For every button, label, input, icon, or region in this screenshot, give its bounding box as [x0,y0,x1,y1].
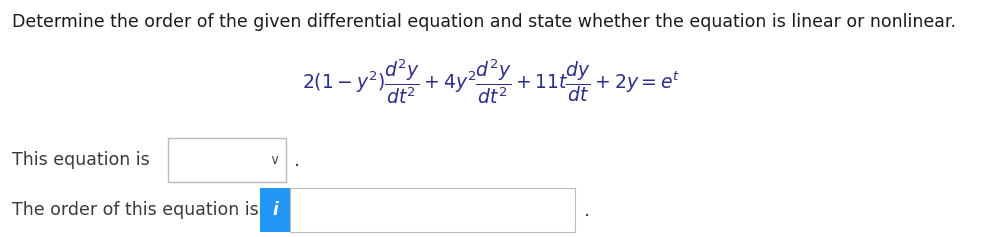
Text: .: . [294,150,300,169]
FancyBboxPatch shape [290,188,575,232]
FancyBboxPatch shape [260,188,290,232]
Text: The order of this equation is: The order of this equation is [12,201,259,219]
FancyBboxPatch shape [168,138,286,182]
Text: Determine the order of the given differential equation and state whether the equ: Determine the order of the given differe… [12,13,956,31]
Text: This equation is: This equation is [12,151,149,169]
Text: $2(1 - y^2)\dfrac{d^2y}{dt^2} + 4y^2\dfrac{d^2y}{dt^2} + 11t\dfrac{dy}{dt} + 2y : $2(1 - y^2)\dfrac{d^2y}{dt^2} + 4y^2\dfr… [303,58,680,106]
Text: ∨: ∨ [269,153,279,167]
Text: .: . [584,201,590,219]
Text: i: i [272,201,278,219]
